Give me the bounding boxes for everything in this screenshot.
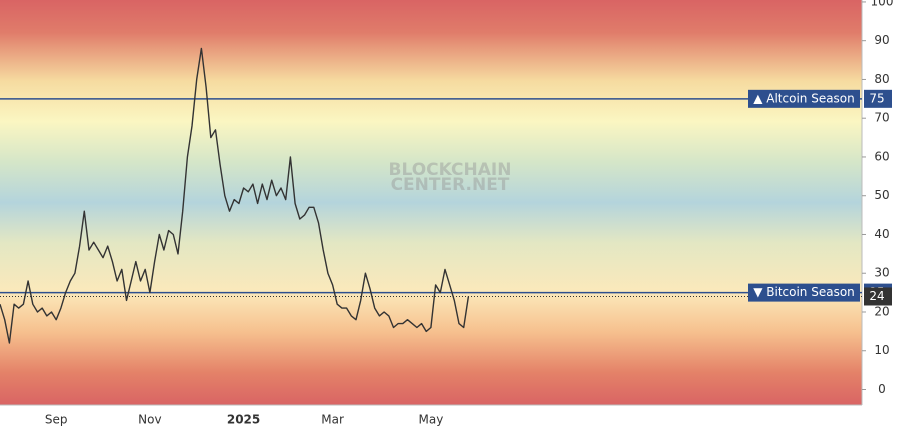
current-value: 24 bbox=[869, 289, 884, 303]
reference-value: 75 bbox=[869, 91, 884, 105]
x-tick-label: Nov bbox=[138, 413, 161, 427]
y-tick-label: 90 bbox=[874, 33, 889, 47]
current-value-box bbox=[864, 287, 892, 306]
reference-value-box bbox=[864, 89, 892, 108]
y-tick-label: 70 bbox=[874, 111, 889, 125]
watermark: BLOCKCHAIN bbox=[389, 160, 512, 180]
reference-label: ▼ Bitcoin Season bbox=[753, 285, 855, 299]
y-tick-label: 30 bbox=[874, 266, 889, 280]
y-tick-label: 50 bbox=[874, 188, 889, 202]
y-tick-label: 40 bbox=[874, 227, 889, 241]
y-tick-label: 80 bbox=[874, 72, 889, 86]
y-tick-label: 100 bbox=[871, 0, 894, 8]
reference-label-box bbox=[748, 89, 860, 108]
reference-label-box bbox=[748, 283, 860, 302]
plot-background bbox=[0, 0, 862, 405]
y-tick-label: 60 bbox=[874, 149, 889, 163]
y-tick-label: 0 bbox=[878, 382, 886, 396]
y-tick-label: 10 bbox=[874, 343, 889, 357]
reference-label: ▲ Altcoin Season bbox=[753, 91, 855, 105]
x-tick-label: 2025 bbox=[227, 413, 260, 427]
y-tick-label: 20 bbox=[874, 304, 889, 318]
data-line bbox=[0, 47, 470, 344]
x-tick-label: Mar bbox=[321, 413, 344, 427]
x-tick-label: May bbox=[419, 413, 444, 427]
x-tick-label: Sep bbox=[45, 413, 68, 427]
watermark: CENTER.NET bbox=[391, 175, 510, 195]
